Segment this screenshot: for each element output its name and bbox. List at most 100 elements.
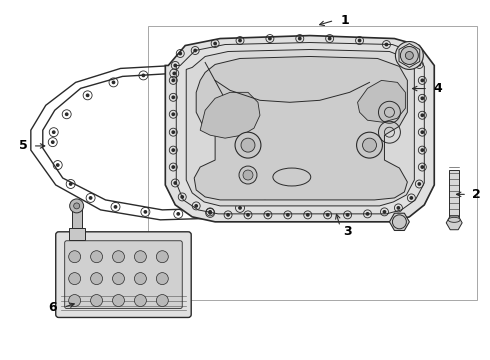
Circle shape: [74, 203, 80, 209]
Circle shape: [287, 214, 289, 216]
Circle shape: [112, 81, 115, 84]
Circle shape: [421, 79, 423, 82]
Circle shape: [195, 205, 197, 207]
Circle shape: [239, 207, 241, 209]
Circle shape: [134, 294, 147, 306]
Circle shape: [172, 166, 174, 168]
Circle shape: [142, 74, 145, 77]
Circle shape: [86, 94, 89, 96]
Circle shape: [172, 113, 174, 116]
Circle shape: [113, 294, 124, 306]
Circle shape: [235, 81, 237, 84]
Circle shape: [227, 214, 229, 216]
Text: 4: 4: [434, 82, 442, 95]
Circle shape: [418, 183, 420, 185]
Circle shape: [52, 131, 55, 134]
Circle shape: [400, 46, 418, 64]
Circle shape: [172, 96, 174, 99]
Polygon shape: [446, 216, 462, 230]
Polygon shape: [194, 57, 407, 200]
Circle shape: [239, 39, 241, 42]
Bar: [148, 26, 477, 300]
Bar: [69, 228, 85, 240]
Circle shape: [421, 114, 423, 116]
Circle shape: [134, 273, 147, 285]
Circle shape: [91, 273, 102, 285]
Circle shape: [383, 211, 386, 213]
Circle shape: [239, 166, 257, 184]
Circle shape: [91, 251, 102, 263]
Text: 2: 2: [472, 188, 481, 201]
Circle shape: [177, 213, 179, 215]
Circle shape: [70, 199, 84, 213]
Circle shape: [113, 273, 124, 285]
Text: 1: 1: [341, 14, 349, 27]
FancyBboxPatch shape: [56, 232, 191, 318]
Circle shape: [172, 79, 174, 82]
Circle shape: [69, 273, 81, 285]
Circle shape: [261, 93, 263, 95]
Circle shape: [385, 43, 388, 46]
Circle shape: [418, 63, 420, 66]
Circle shape: [397, 207, 400, 209]
Circle shape: [264, 197, 266, 199]
Circle shape: [367, 213, 368, 215]
Circle shape: [194, 49, 196, 52]
Circle shape: [267, 214, 269, 216]
Polygon shape: [186, 50, 415, 206]
Circle shape: [247, 214, 249, 216]
Circle shape: [363, 138, 376, 152]
Bar: [72, 206, 82, 228]
Circle shape: [307, 214, 309, 216]
Circle shape: [421, 97, 423, 99]
Text: 6: 6: [48, 301, 56, 314]
Circle shape: [326, 214, 329, 216]
Circle shape: [298, 37, 301, 40]
Circle shape: [357, 132, 383, 158]
Circle shape: [69, 294, 81, 306]
Circle shape: [172, 131, 174, 134]
Circle shape: [69, 251, 81, 263]
FancyBboxPatch shape: [65, 241, 182, 309]
Circle shape: [410, 197, 413, 199]
Circle shape: [328, 37, 331, 40]
Circle shape: [51, 141, 54, 143]
Circle shape: [156, 251, 168, 263]
Circle shape: [156, 273, 168, 285]
Polygon shape: [200, 92, 260, 138]
Circle shape: [209, 211, 211, 213]
Circle shape: [134, 251, 147, 263]
Circle shape: [144, 211, 147, 213]
Circle shape: [281, 109, 283, 112]
Circle shape: [421, 166, 423, 168]
Circle shape: [243, 170, 253, 180]
Circle shape: [406, 52, 409, 55]
Circle shape: [269, 37, 271, 40]
Circle shape: [113, 251, 124, 263]
Polygon shape: [358, 80, 405, 122]
Bar: [449, 170, 459, 220]
Ellipse shape: [448, 217, 460, 222]
Circle shape: [294, 147, 297, 149]
Circle shape: [235, 132, 261, 158]
Circle shape: [66, 113, 68, 116]
Circle shape: [156, 294, 168, 306]
Circle shape: [291, 127, 293, 129]
Circle shape: [405, 51, 414, 59]
Circle shape: [181, 196, 183, 198]
Circle shape: [172, 149, 174, 151]
Circle shape: [209, 212, 211, 214]
Circle shape: [293, 166, 295, 168]
Circle shape: [395, 41, 423, 69]
Circle shape: [174, 182, 176, 184]
Circle shape: [89, 197, 92, 199]
Circle shape: [421, 131, 423, 134]
Circle shape: [179, 52, 181, 55]
Circle shape: [205, 74, 207, 77]
Circle shape: [91, 294, 102, 306]
Text: 5: 5: [19, 139, 27, 152]
Circle shape: [241, 138, 255, 152]
Polygon shape: [390, 213, 409, 230]
Polygon shape: [165, 36, 434, 222]
Circle shape: [392, 215, 406, 229]
